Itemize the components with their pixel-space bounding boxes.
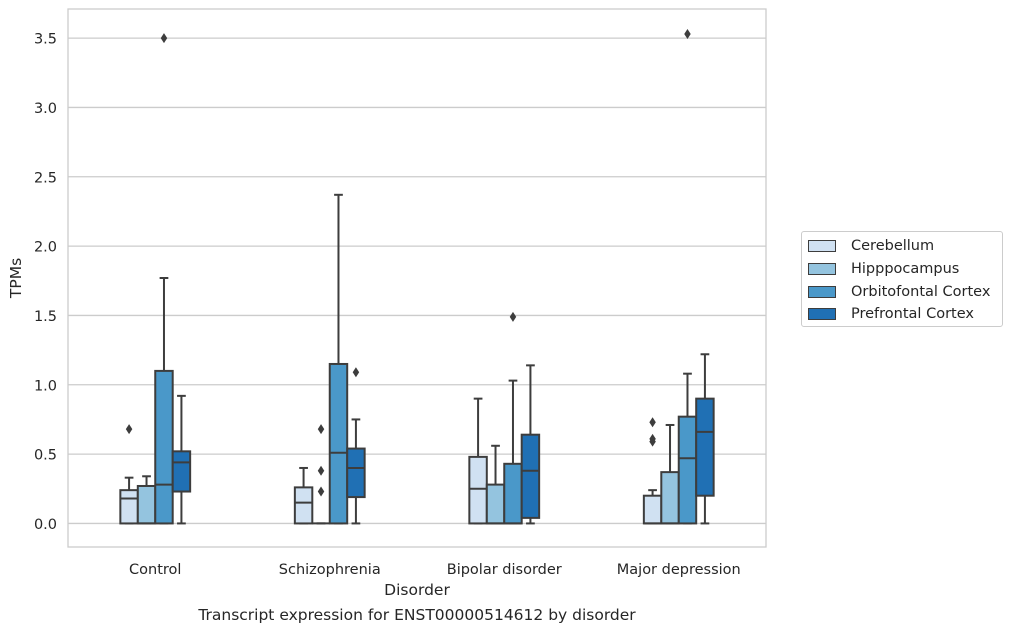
box-body [503,462,523,525]
x-tick-label: Major depression [617,562,741,578]
box-body [328,362,349,525]
legend-label: Orbitofontal Cortex [851,283,991,300]
x-tick-label: Control [129,562,181,578]
outlier-point [649,417,656,428]
box [485,444,506,525]
box-body [642,494,663,525]
x-axis-label: Disorder [384,581,450,599]
legend-item: Cerebellum [808,235,1002,258]
y-tick-label: 3.0 [34,101,57,117]
chart-caption: Transcript expression for ENST0000051461… [198,606,636,624]
y-tick-label: 2.5 [34,170,57,186]
outlier-point [317,465,325,476]
outlier-point [509,311,517,322]
box-body [171,450,192,493]
y-tick-labels: 0.0 0.5 1.0 1.5 2.0 2.5 3.0 3.5 [34,32,57,533]
y-tick-label: 3.5 [34,32,57,48]
legend-item: Orbitofontal Cortex [808,280,1002,303]
box [293,466,314,525]
y-tick-label: 1.0 [34,378,57,394]
x-tick-label: Bipolar disorder [447,562,562,578]
box-body [468,455,488,525]
outlier-point [317,424,325,435]
box-body [154,369,174,525]
box-body [119,489,139,525]
box-body [346,447,366,499]
outlier-point [317,486,325,497]
legend-swatch [808,263,836,276]
box-body [293,486,314,525]
y-tick-label: 0.5 [34,448,57,464]
legend-label: Prefrontal Cortex [851,306,974,323]
legend-label: Cerebellum [851,238,935,255]
legend-swatch [808,308,836,321]
legend-item: Prefrontal Cortex [808,303,1002,326]
box [328,193,349,525]
outlier-point [684,28,691,39]
box [503,311,523,525]
y-tick-label: 0.0 [34,517,57,533]
legend-swatch [808,285,836,298]
box [346,367,366,525]
box [119,424,139,525]
y-tick-label: 1.5 [34,309,57,325]
box [154,33,174,525]
y-axis-label: TPMs [7,258,25,299]
boxes [119,28,715,525]
outlier-point [649,436,656,447]
outlier-point [352,367,360,378]
outlier-point [125,424,133,435]
box [520,364,541,525]
x-tick-label: Schizophrenia [279,562,381,578]
box-body [660,471,680,525]
y-tick-label: 2.0 [34,240,57,256]
box-body [485,483,506,525]
box [312,424,330,525]
box-body [695,397,715,497]
legend-swatch [808,240,836,253]
box [171,394,192,525]
box-body [520,433,541,519]
legend-item: Hipppocampus [808,258,1002,281]
outlier-point [160,33,168,44]
box-body [677,415,698,525]
box-body [136,484,157,525]
box [695,353,715,525]
x-tick-labels: Control Schizophrenia Bipolar disorder Majo… [129,562,741,578]
legend-label: Hipppocampus [851,261,960,278]
legend: Cerebellum Hipppocampus Orbitofontal Corte… [801,231,1003,327]
